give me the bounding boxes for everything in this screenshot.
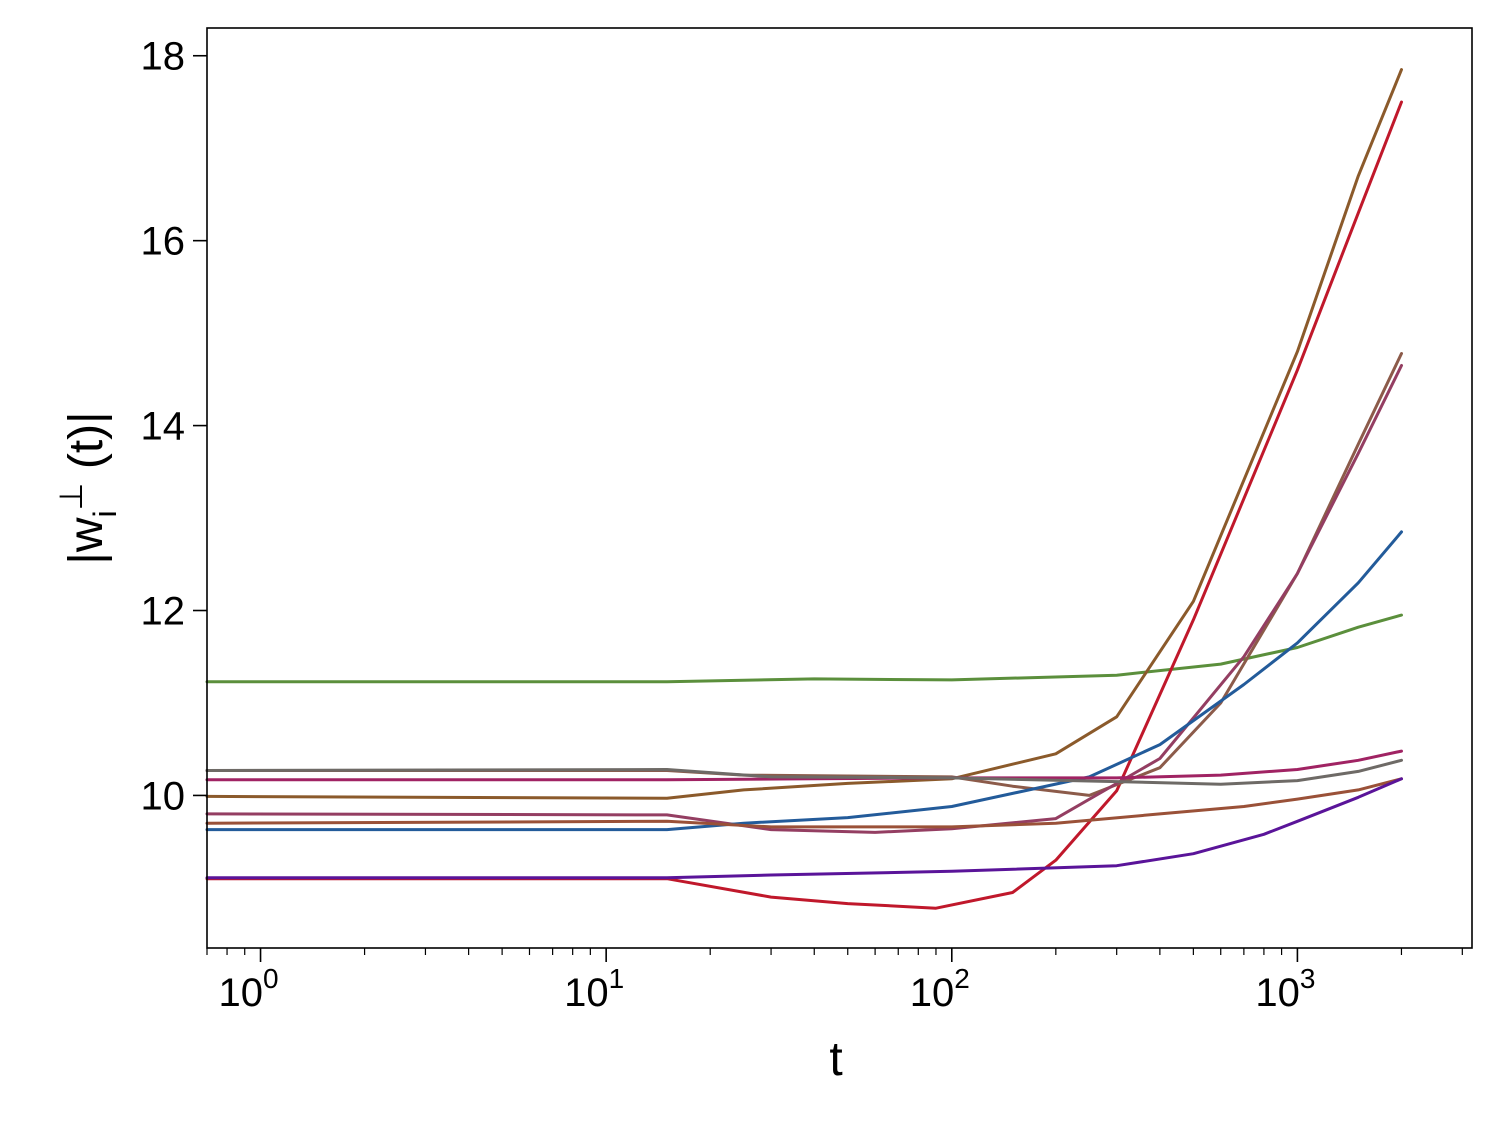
x-tick-label-3: 102 — [910, 963, 970, 1015]
plot-area — [207, 28, 1472, 948]
y-axis-label: |wi⊥ (t)| — [53, 411, 123, 564]
x-tick-label-2: 101 — [564, 963, 624, 1015]
series-line-7 — [205, 749, 1403, 782]
axis-layer: 100 101 102 103 10 12 14 16 18 — [141, 35, 1463, 1015]
series-line-3 — [205, 100, 1403, 910]
y-tick-label-1: 10 — [141, 774, 186, 818]
plot-frame — [206, 27, 1473, 949]
y-tick-label-4: 16 — [141, 220, 186, 264]
x-axis-label: t — [829, 1033, 842, 1086]
y-axis-label-main: |w — [60, 517, 113, 564]
y-axis-label-rest: (t)| — [60, 411, 113, 482]
y-axis-label-sub: i — [87, 510, 123, 517]
y-tick-label-3: 14 — [141, 405, 186, 449]
series-line-10 — [205, 777, 1403, 880]
x-tick-label-1: 100 — [218, 963, 278, 1015]
series-layer — [205, 68, 1403, 910]
series-line-9 — [205, 777, 1403, 829]
y-tick-label-2: 12 — [141, 590, 186, 634]
series-line-1 — [205, 613, 1403, 684]
series-line-2 — [205, 68, 1403, 800]
x-tick-label-4: 103 — [1255, 963, 1315, 1015]
y-axis-label-sup: ⊥ — [53, 482, 89, 510]
y-tick-label-5: 18 — [141, 35, 186, 79]
series-line-8 — [205, 758, 1403, 786]
